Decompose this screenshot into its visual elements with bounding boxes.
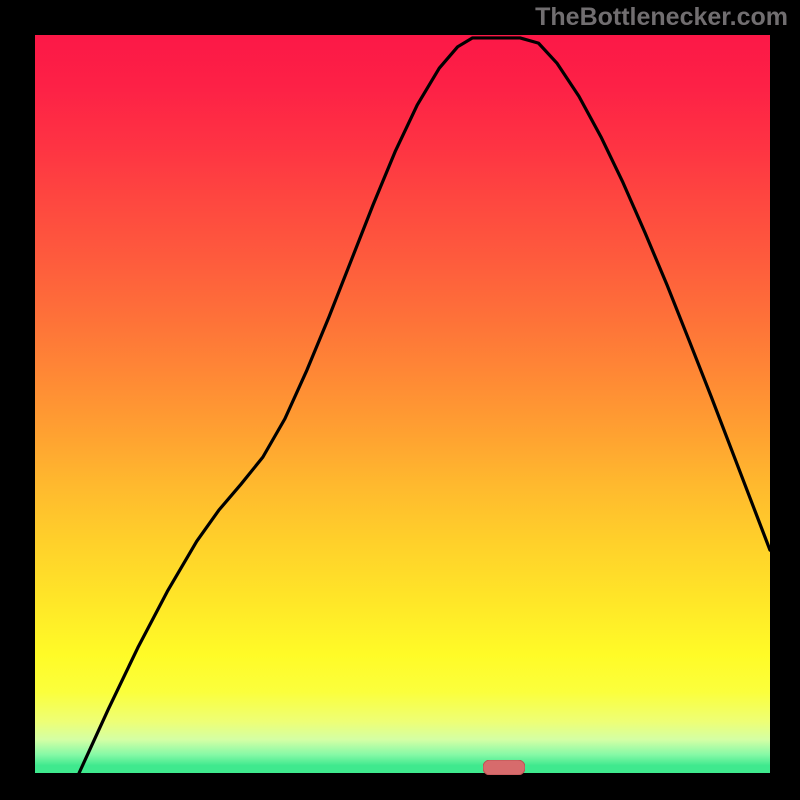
watermark-text: TheBottlenecker.com (535, 3, 788, 32)
gradient-background (35, 35, 770, 773)
chart-svg (35, 35, 770, 773)
chart-container: TheBottlenecker.com (0, 0, 800, 800)
plot-area (35, 35, 770, 773)
optimal-marker (483, 760, 525, 775)
